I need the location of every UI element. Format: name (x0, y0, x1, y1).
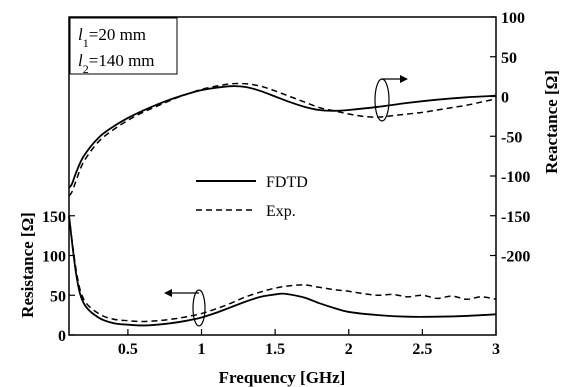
x-tick-label: 2.5 (412, 341, 432, 358)
right-axis-marker (374, 75, 408, 122)
legend-label-fdtd: FDTD (266, 174, 308, 191)
x-tick-label: 3 (492, 341, 500, 358)
x-axis-label: Frequency [GHz] (219, 368, 346, 387)
left-axis-marker (164, 289, 206, 327)
parameter-annotation: l1=20 mm l2=140 mm (69, 17, 178, 76)
right-tick-label: -100 (501, 169, 530, 186)
right-marker-arrow-head (400, 75, 408, 83)
right-tick-label: -200 (501, 249, 530, 266)
series-fdtd-reactance (68, 85, 497, 189)
left-axis-label: Resistance [Ω] (18, 212, 37, 318)
left-tick-label: 100 (42, 249, 66, 266)
left-tick-label: 150 (42, 209, 66, 226)
right-tick-label: 0 (501, 90, 509, 107)
left-marker-arrow-head (164, 289, 172, 297)
x-tick-label: 1 (198, 341, 206, 358)
x-axis-ticks: 0.5 1 1.5 2 2.5 3 (118, 329, 500, 358)
right-tick-label: -150 (501, 209, 530, 226)
x-tick-label: 1.5 (265, 341, 285, 358)
series-exp-reactance (68, 82, 497, 197)
x-tick-label: 0.5 (118, 341, 138, 358)
series-exp-resistance (68, 215, 497, 323)
right-tick-label: -50 (501, 129, 522, 146)
annotation-l1: l1=20 mm (78, 25, 146, 50)
left-tick-label: 0 (58, 328, 66, 345)
right-marker-ellipse (374, 78, 390, 122)
legend: FDTD Exp. (196, 174, 308, 220)
series-fdtd-resistance (68, 215, 497, 327)
right-tick-label: 50 (501, 50, 517, 67)
annotation-box (69, 17, 178, 75)
right-tick-label: 100 (501, 10, 525, 27)
left-axis-ticks: 0 50 100 150 (42, 209, 75, 345)
x-tick-label: 2 (345, 341, 353, 358)
left-tick-label: 50 (50, 288, 66, 305)
right-axis-label: Reactance [Ω] (542, 70, 561, 174)
legend-label-exp: Exp. (266, 203, 296, 220)
annotation-l2: l2=140 mm (78, 51, 155, 76)
series-layer (68, 82, 497, 327)
left-marker-ellipse (192, 289, 206, 327)
